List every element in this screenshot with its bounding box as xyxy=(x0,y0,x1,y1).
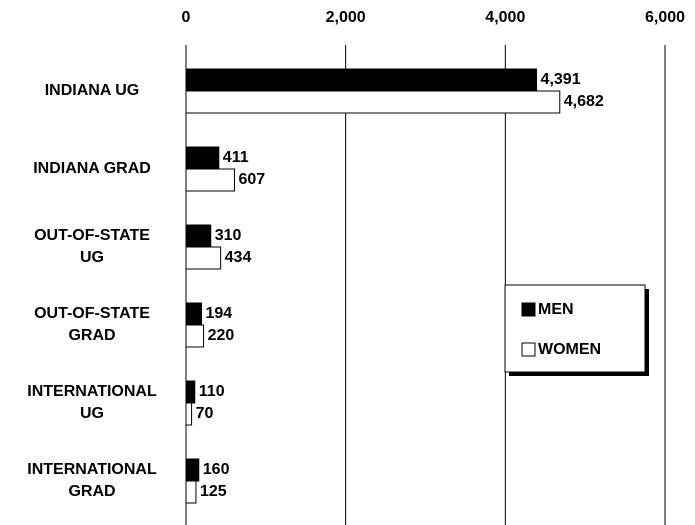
legend-swatch xyxy=(521,302,536,317)
bar xyxy=(185,246,222,270)
bar xyxy=(185,458,200,482)
y-tick-label: INTERNATIONAL UG xyxy=(27,383,157,422)
value-label: 4,391 xyxy=(541,71,581,88)
bar xyxy=(185,168,235,192)
bar xyxy=(185,146,220,170)
x-tick-label: 6,000 xyxy=(645,9,685,26)
bar xyxy=(185,224,212,248)
value-label: 70 xyxy=(196,405,214,422)
bar xyxy=(185,68,538,92)
bar xyxy=(185,402,193,426)
legend-label: MEN xyxy=(538,301,574,318)
value-label: 194 xyxy=(205,305,232,322)
y-tick-label: INDIANA GRAD xyxy=(33,160,151,177)
value-label: 110 xyxy=(199,383,225,400)
y-tick-label: OUT-OF-STATE GRAD xyxy=(34,305,150,344)
legend-swatch xyxy=(521,342,536,357)
value-label: 607 xyxy=(238,171,265,188)
y-tick-label: INTERNATIONAL GRAD xyxy=(27,461,157,500)
bar xyxy=(185,480,197,504)
value-label: 125 xyxy=(200,483,227,500)
bar xyxy=(185,90,561,114)
legend xyxy=(504,284,646,373)
value-label: 4,682 xyxy=(564,93,604,110)
x-tick-label: 4,000 xyxy=(485,9,525,26)
value-label: 310 xyxy=(215,227,242,244)
value-label: 220 xyxy=(208,327,235,344)
value-label: 434 xyxy=(225,249,252,266)
y-tick-label: INDIANA UG xyxy=(45,82,140,99)
y-tick-label: OUT-OF-STATE UG xyxy=(34,227,150,266)
value-label: 160 xyxy=(203,461,230,478)
x-tick-label: 2,000 xyxy=(326,9,366,26)
bar xyxy=(185,324,205,348)
legend-label: WOMEN xyxy=(538,341,601,358)
bar xyxy=(185,302,202,326)
value-label: 411 xyxy=(223,149,249,166)
bar xyxy=(185,380,196,404)
x-tick-label: 0 xyxy=(182,9,191,26)
